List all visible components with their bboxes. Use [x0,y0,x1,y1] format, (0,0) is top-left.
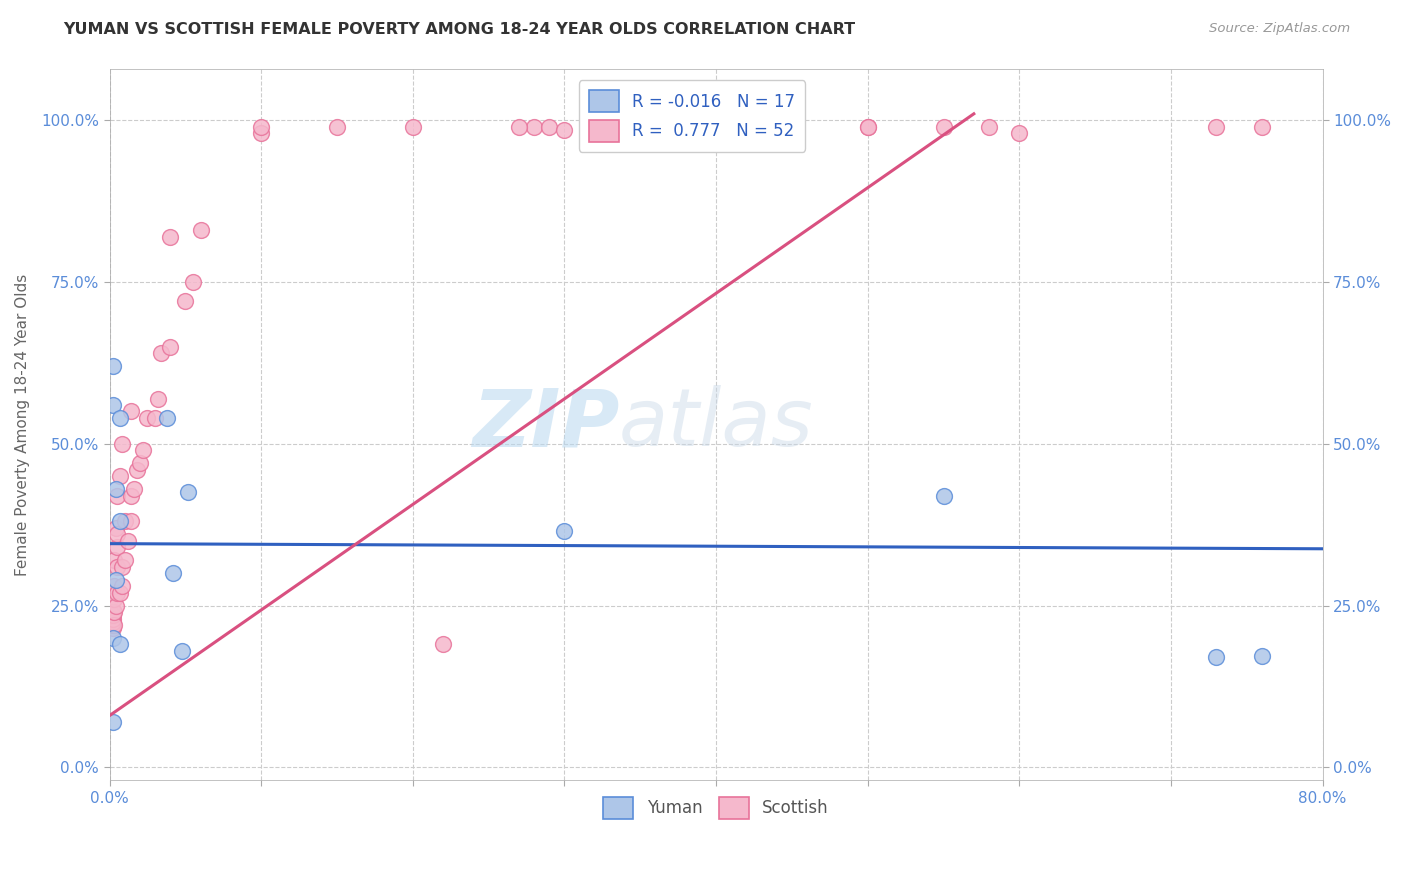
Point [101,359,124,374]
Point [101,398,124,412]
Point [104,521,127,535]
Point [177,485,200,500]
Point [117,533,139,548]
Point [1205,120,1227,134]
Point [159,340,181,354]
Text: ZIP: ZIP [471,385,619,464]
Point [114,553,136,567]
Y-axis label: Female Poverty Among 18-24 Year Olds: Female Poverty Among 18-24 Year Olds [15,273,30,575]
Point [162,566,184,581]
Point [432,637,454,651]
Point [108,585,131,599]
Point [508,120,530,134]
Point [614,120,637,134]
Point [108,515,131,529]
Point [172,644,194,658]
Point [553,123,575,137]
Legend: Yuman, Scottish: Yuman, Scottish [596,790,835,825]
Point [856,120,879,134]
Point [122,482,145,496]
Point [136,411,159,425]
Point [146,392,169,406]
Point [104,573,127,587]
Point [125,463,148,477]
Point [1205,650,1227,665]
Point [111,437,134,451]
Point [250,126,273,140]
Point [101,605,124,619]
Point [108,411,131,425]
Point [120,489,142,503]
Point [101,611,124,625]
Point [111,559,134,574]
Point [132,443,155,458]
Point [1251,648,1274,663]
Point [402,120,425,134]
Point [120,515,142,529]
Point [583,120,606,134]
Point [143,411,166,425]
Point [538,120,561,134]
Point [105,541,128,555]
Point [103,553,125,567]
Point [120,404,142,418]
Point [156,411,179,425]
Point [977,120,1000,134]
Point [599,120,621,134]
Text: YUMAN VS SCOTTISH FEMALE POVERTY AMONG 18-24 YEAR OLDS CORRELATION CHART: YUMAN VS SCOTTISH FEMALE POVERTY AMONG 1… [63,22,855,37]
Point [553,524,575,538]
Point [150,346,173,360]
Point [105,527,128,541]
Point [101,631,124,645]
Point [250,120,273,134]
Point [181,275,204,289]
Point [583,126,606,140]
Point [101,608,124,623]
Point [644,120,666,134]
Point [104,599,127,613]
Point [104,482,127,496]
Point [105,559,128,574]
Point [114,515,136,529]
Point [326,120,349,134]
Point [101,621,124,635]
Point [101,615,124,629]
Point [103,579,125,593]
Point [1008,126,1031,140]
Point [111,579,134,593]
Point [103,618,125,632]
Point [108,469,131,483]
Point [103,605,125,619]
Point [105,585,128,599]
Point [856,120,879,134]
Point [108,637,131,651]
Point [105,489,128,503]
Point [101,618,124,632]
Point [101,714,124,729]
Point [932,489,955,503]
Point [932,120,955,134]
Text: Source: ZipAtlas.com: Source: ZipAtlas.com [1209,22,1350,36]
Point [159,229,181,244]
Point [128,456,150,470]
Point [174,294,197,309]
Point [523,120,546,134]
Point [190,223,212,237]
Point [1251,120,1274,134]
Point [103,592,125,607]
Text: atlas: atlas [619,385,814,464]
